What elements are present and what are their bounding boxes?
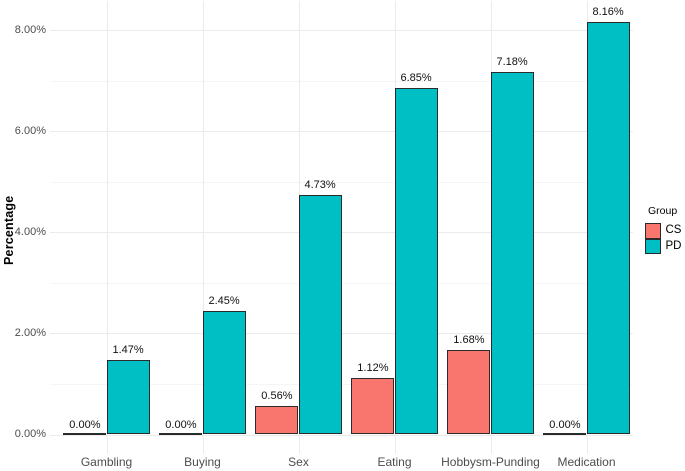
- y-minor-gridline: [50, 181, 633, 183]
- bar-cs-sex: [255, 406, 299, 435]
- y-tick-label: 0.00%: [14, 428, 46, 440]
- legend-item-cs: CS: [645, 223, 681, 239]
- bar-value-label: 1.68%: [453, 333, 485, 346]
- bar-value-label: 8.16%: [592, 6, 624, 18]
- x-major-gridline: [202, 1, 204, 454]
- bar-value-label: 1.47%: [112, 344, 144, 357]
- bar-cs-gambling: [63, 433, 107, 435]
- legend-item-label: PD: [665, 239, 682, 252]
- y-major-gridline: [50, 131, 633, 133]
- bar-value-label: 7.18%: [496, 55, 528, 68]
- bar-pd-hobbysm-punding: [490, 71, 534, 435]
- bar-value-label: 0.56%: [261, 390, 293, 403]
- bar-value-label: 0.00%: [549, 418, 581, 431]
- x-category-label: Sex: [288, 455, 309, 469]
- legend: Group CS PD: [645, 205, 681, 254]
- bar-value-label: 0.00%: [69, 418, 101, 431]
- x-category-label: Gambling: [80, 455, 133, 469]
- x-category-label: Buying: [184, 455, 221, 469]
- bar-cs-medication: [543, 433, 587, 435]
- bar-value-label: 2.45%: [208, 294, 240, 307]
- bar-value-label: 4.73%: [304, 179, 336, 192]
- bar-pd-gambling: [106, 360, 150, 435]
- y-tick-label: 8.00%: [14, 23, 46, 36]
- y-tick-label: 4.00%: [14, 225, 46, 238]
- bar-value-label: 6.85%: [400, 72, 432, 85]
- legend-rows: CS PD: [645, 223, 681, 254]
- y-tick-label: 2.00%: [14, 326, 46, 339]
- x-category-label: Hobbysm-Punding: [441, 455, 540, 469]
- y-major-gridline: [50, 434, 633, 436]
- bar-pd-medication: [586, 22, 630, 435]
- bar-value-label: 0.00%: [165, 418, 197, 431]
- x-category-label: Medication: [557, 455, 616, 469]
- legend-swatch-cs: [645, 223, 661, 239]
- x-category-label: Eating: [377, 455, 412, 469]
- bar-cs-hobbysm-punding: [447, 349, 491, 435]
- y-tick-label: 6.00%: [14, 124, 46, 137]
- y-major-gridline: [50, 30, 633, 32]
- legend-item-pd: PD: [645, 238, 682, 254]
- legend-swatch-pd: [645, 238, 661, 254]
- bar-pd-eating: [394, 88, 438, 435]
- x-major-gridline: [106, 1, 108, 454]
- bar-value-label: 1.12%: [357, 361, 389, 374]
- legend-item-label: CS: [665, 224, 682, 236]
- y-minor-gridline: [50, 80, 633, 82]
- bar-cs-eating: [351, 377, 395, 435]
- bar-cs-buying: [159, 433, 203, 435]
- bar-pd-sex: [298, 195, 342, 435]
- legend-title: Group: [648, 205, 678, 217]
- bar-pd-buying: [202, 310, 246, 435]
